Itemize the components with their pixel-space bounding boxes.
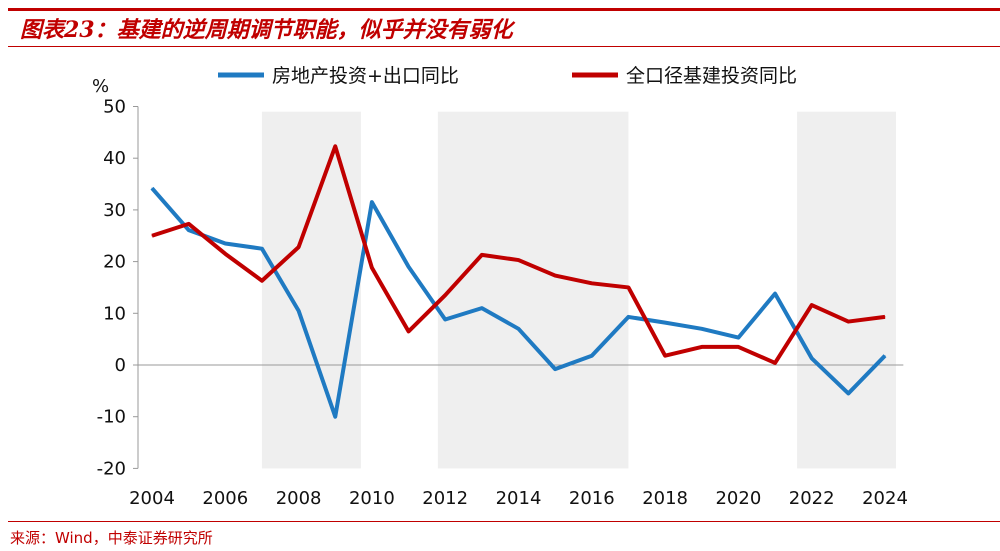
- recession-shade: [261, 111, 361, 469]
- x-tick-label: 2004: [129, 488, 175, 509]
- y-axis-unit: %: [92, 76, 109, 97]
- data-point: [554, 275, 556, 277]
- y-tick-label: 10: [103, 303, 126, 324]
- x-tick-label: 2014: [496, 488, 542, 509]
- legend-label: 全口径基建投资同比: [626, 65, 797, 87]
- data-point: [408, 330, 410, 332]
- y-tick-label: 40: [103, 148, 126, 169]
- data-point: [298, 310, 300, 312]
- data-point: [811, 357, 813, 359]
- data-point: [627, 316, 629, 318]
- x-tick-label: 2018: [642, 488, 688, 509]
- data-point: [298, 246, 300, 248]
- data-point: [224, 243, 226, 245]
- x-tick-label: 2008: [276, 488, 322, 509]
- data-point: [334, 145, 336, 147]
- y-tick-label: 20: [103, 252, 126, 273]
- title-rule: [8, 46, 1000, 47]
- data-point: [591, 355, 593, 357]
- recession-shade: [797, 111, 896, 469]
- x-tick-label: 2022: [789, 488, 835, 509]
- data-point: [664, 322, 666, 324]
- y-tick-label: -10: [97, 407, 126, 428]
- data-point: [444, 294, 446, 296]
- top-rule: [8, 8, 1000, 11]
- data-point: [774, 293, 776, 295]
- data-point: [151, 187, 153, 189]
- data-point: [664, 355, 666, 357]
- chart-title: 图表23：基建的逆周期调节职能，似乎并没有弱化: [20, 17, 513, 43]
- data-point: [261, 280, 263, 282]
- x-tick-label: 2024: [862, 488, 908, 509]
- bottom-rule: [8, 521, 1000, 522]
- data-point: [371, 201, 373, 203]
- data-point: [188, 223, 190, 225]
- data-point: [811, 304, 813, 306]
- data-point: [261, 248, 263, 250]
- data-point: [701, 328, 703, 330]
- y-tick-label: -20: [97, 458, 126, 479]
- data-point: [371, 267, 373, 269]
- data-point: [188, 229, 190, 231]
- y-tick-label: 30: [103, 200, 126, 221]
- data-point: [481, 307, 483, 309]
- data-point: [591, 282, 593, 284]
- data-point: [627, 286, 629, 288]
- data-point: [737, 337, 739, 339]
- data-point: [701, 346, 703, 348]
- data-point: [481, 254, 483, 256]
- data-point: [884, 355, 886, 357]
- y-tick-label: 0: [115, 355, 126, 376]
- data-point: [334, 416, 336, 418]
- data-point: [444, 319, 446, 321]
- data-point: [847, 321, 849, 323]
- legend-label: 房地产投资+出口同比: [272, 65, 459, 87]
- x-tick-label: 2020: [715, 488, 761, 509]
- x-tick-label: 2012: [422, 488, 468, 509]
- x-tick-label: 2010: [349, 488, 395, 509]
- data-point: [737, 346, 739, 348]
- recession-shade: [437, 111, 629, 469]
- data-point: [408, 266, 410, 268]
- y-tick-label: 50: [103, 97, 126, 118]
- x-tick-label: 2006: [202, 488, 248, 509]
- data-point: [224, 253, 226, 255]
- data-point: [847, 392, 849, 394]
- data-point: [884, 316, 886, 318]
- data-point: [774, 362, 776, 364]
- data-point: [518, 328, 519, 330]
- data-point: [151, 235, 153, 237]
- x-tick-label: 2016: [569, 488, 615, 509]
- data-point: [518, 259, 519, 261]
- data-point: [554, 368, 556, 370]
- source-note: 来源：Wind，中泰证券研究所: [10, 529, 213, 547]
